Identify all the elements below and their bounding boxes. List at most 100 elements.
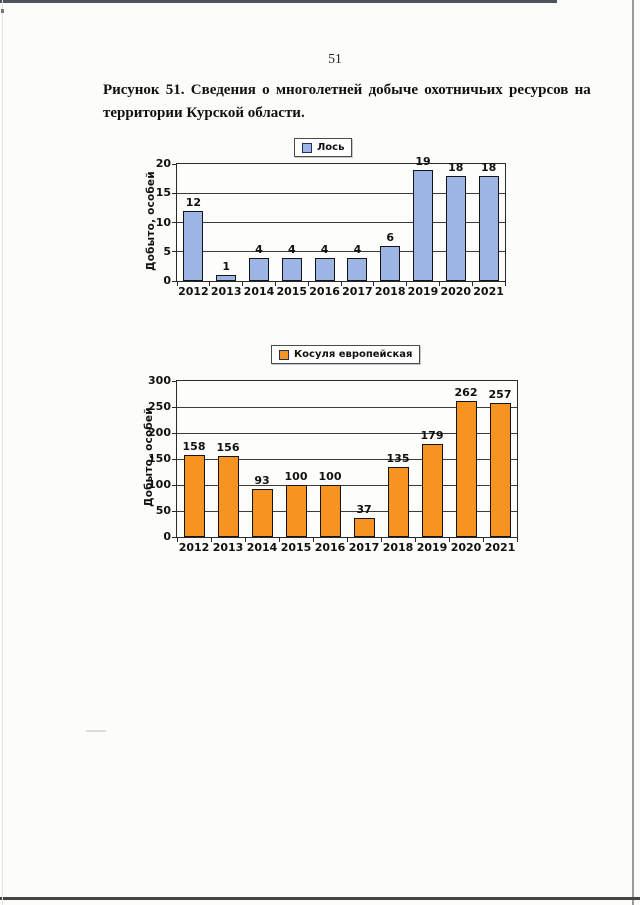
figure-caption-line-2: территории Курской области.: [103, 104, 305, 121]
bar-value-label: 18: [448, 160, 464, 174]
roe-deer-bar-chart-plot: 0 50 100 150 200 250 300 158 2012 156 2013 93 2014 10…: [148, 374, 518, 554]
bar: [216, 275, 237, 281]
x-tick-label: 2013: [212, 541, 244, 554]
y-axis-tick: [172, 380, 177, 382]
bar: [421, 443, 443, 537]
x-tick-label: 2013: [210, 285, 242, 298]
y-axis-tick: [172, 536, 177, 538]
legend-roe-deer-label: Косуля европейская: [294, 349, 413, 360]
figure-caption-line-1: Рисунок 51. Сведения о многолетней добыч…: [103, 82, 591, 98]
bar: [183, 210, 204, 281]
x-axis-tick: [438, 282, 440, 286]
x-tick-label: 2020: [450, 541, 482, 554]
x-axis-tick: [448, 538, 450, 542]
bar-value-label: 37: [356, 502, 372, 516]
x-tick-label: 2012: [178, 285, 209, 298]
bar: [347, 257, 368, 281]
x-axis-tick: [380, 538, 382, 542]
y-tick-label: 100: [148, 478, 171, 491]
y-axis-tick: [172, 432, 177, 434]
y-tick-label: 250: [148, 400, 171, 413]
x-tick-label: 2012: [178, 541, 210, 554]
x-axis-tick: [210, 538, 212, 542]
scan-artifact-smudge: [86, 730, 106, 732]
y-axis-tick: [172, 251, 177, 253]
page-number: 51: [328, 51, 342, 66]
bar: [380, 245, 401, 281]
bar: [353, 517, 375, 537]
x-axis-tick: [176, 538, 178, 542]
bar: [445, 175, 466, 281]
y-tick-label: 300: [148, 374, 171, 387]
moose-bar-chart-plot: 0 5 10 15 20 12 2012 1 2013 4 2014 4 2015 4 2016 4 2017 6…: [156, 155, 506, 298]
x-axis-tick: [340, 282, 342, 286]
x-axis-tick: [471, 282, 473, 286]
x-tick-label: 2019: [416, 541, 448, 554]
y-tick-label: 5: [163, 244, 171, 258]
y-axis-tick: [172, 222, 177, 223]
x-axis-tick: [307, 282, 309, 286]
bar-value-label: 179: [420, 428, 444, 442]
scan-artifact-speck: [1, 9, 4, 13]
x-tick-label: 2018: [374, 285, 406, 298]
grid-line: [177, 432, 517, 434]
bar-value-label: 4: [353, 242, 362, 256]
x-tick-label: 2019: [407, 285, 439, 298]
x-axis-tick: [516, 538, 518, 542]
scan-artifact-left-edge: [2, 0, 3, 905]
moose-series-swatch-icon: [302, 142, 312, 153]
x-axis-tick: [244, 538, 246, 542]
scan-artifact-right-edge: [632, 0, 634, 905]
y-tick-label: 50: [155, 504, 171, 517]
figure-caption: Рисунок 51. Сведения о многолетней добыч…: [103, 79, 591, 124]
y-axis-tick: [172, 510, 177, 512]
y-tick-label: 0: [163, 530, 171, 543]
x-tick-label: 2017: [342, 285, 373, 298]
bar: [251, 488, 273, 537]
bar: [455, 400, 477, 537]
y-tick-label: 10: [155, 215, 171, 229]
bar: [413, 169, 433, 281]
bar: [478, 175, 499, 281]
bar-value-label: 4: [287, 242, 296, 256]
x-axis-tick: [504, 282, 506, 286]
x-tick-label: 2018: [382, 541, 414, 554]
bar-value-label: 262: [454, 385, 478, 399]
x-axis-tick: [406, 282, 408, 286]
legend-roe-deer: Косуля европейская: [271, 345, 421, 364]
x-axis-tick: [176, 282, 178, 286]
bar: [183, 454, 205, 537]
bar-value-label: 156: [216, 440, 240, 454]
x-axis-tick: [278, 538, 280, 542]
bar-value-label: 4: [320, 242, 329, 256]
x-tick-label: 2015: [276, 285, 308, 298]
y-axis-tick: [172, 406, 177, 408]
bar-value-label: 100: [284, 470, 308, 483]
bar-value-label: 19: [415, 154, 431, 168]
grid-line: [177, 222, 505, 223]
bar-value-label: 4: [255, 242, 263, 256]
y-tick-label: 20: [155, 157, 171, 170]
bar-value-label: 6: [386, 230, 395, 244]
bar: [249, 257, 269, 281]
bar-value-label: 135: [386, 451, 410, 465]
x-axis-tick: [242, 282, 244, 286]
x-tick-label: 2014: [243, 285, 275, 298]
legend-moose-label: Лось: [317, 142, 345, 153]
x-tick-label: 2017: [348, 541, 380, 554]
y-axis-tick: [172, 484, 177, 486]
bar: [314, 257, 335, 281]
bar: [285, 485, 307, 537]
bar: [217, 455, 239, 537]
x-axis-tick: [482, 538, 484, 542]
y-tick-label: 0: [163, 274, 171, 287]
x-axis-tick: [346, 538, 348, 542]
bar-value-label: 257: [488, 388, 512, 402]
legend-moose: Лось: [294, 138, 353, 157]
scan-artifact-bottom-edge: [0, 897, 640, 900]
bar-value-label: 158: [182, 439, 206, 453]
scan-artifact-top-edge: [0, 0, 557, 3]
x-axis-tick: [209, 282, 211, 286]
y-tick-label: 150: [148, 452, 171, 465]
